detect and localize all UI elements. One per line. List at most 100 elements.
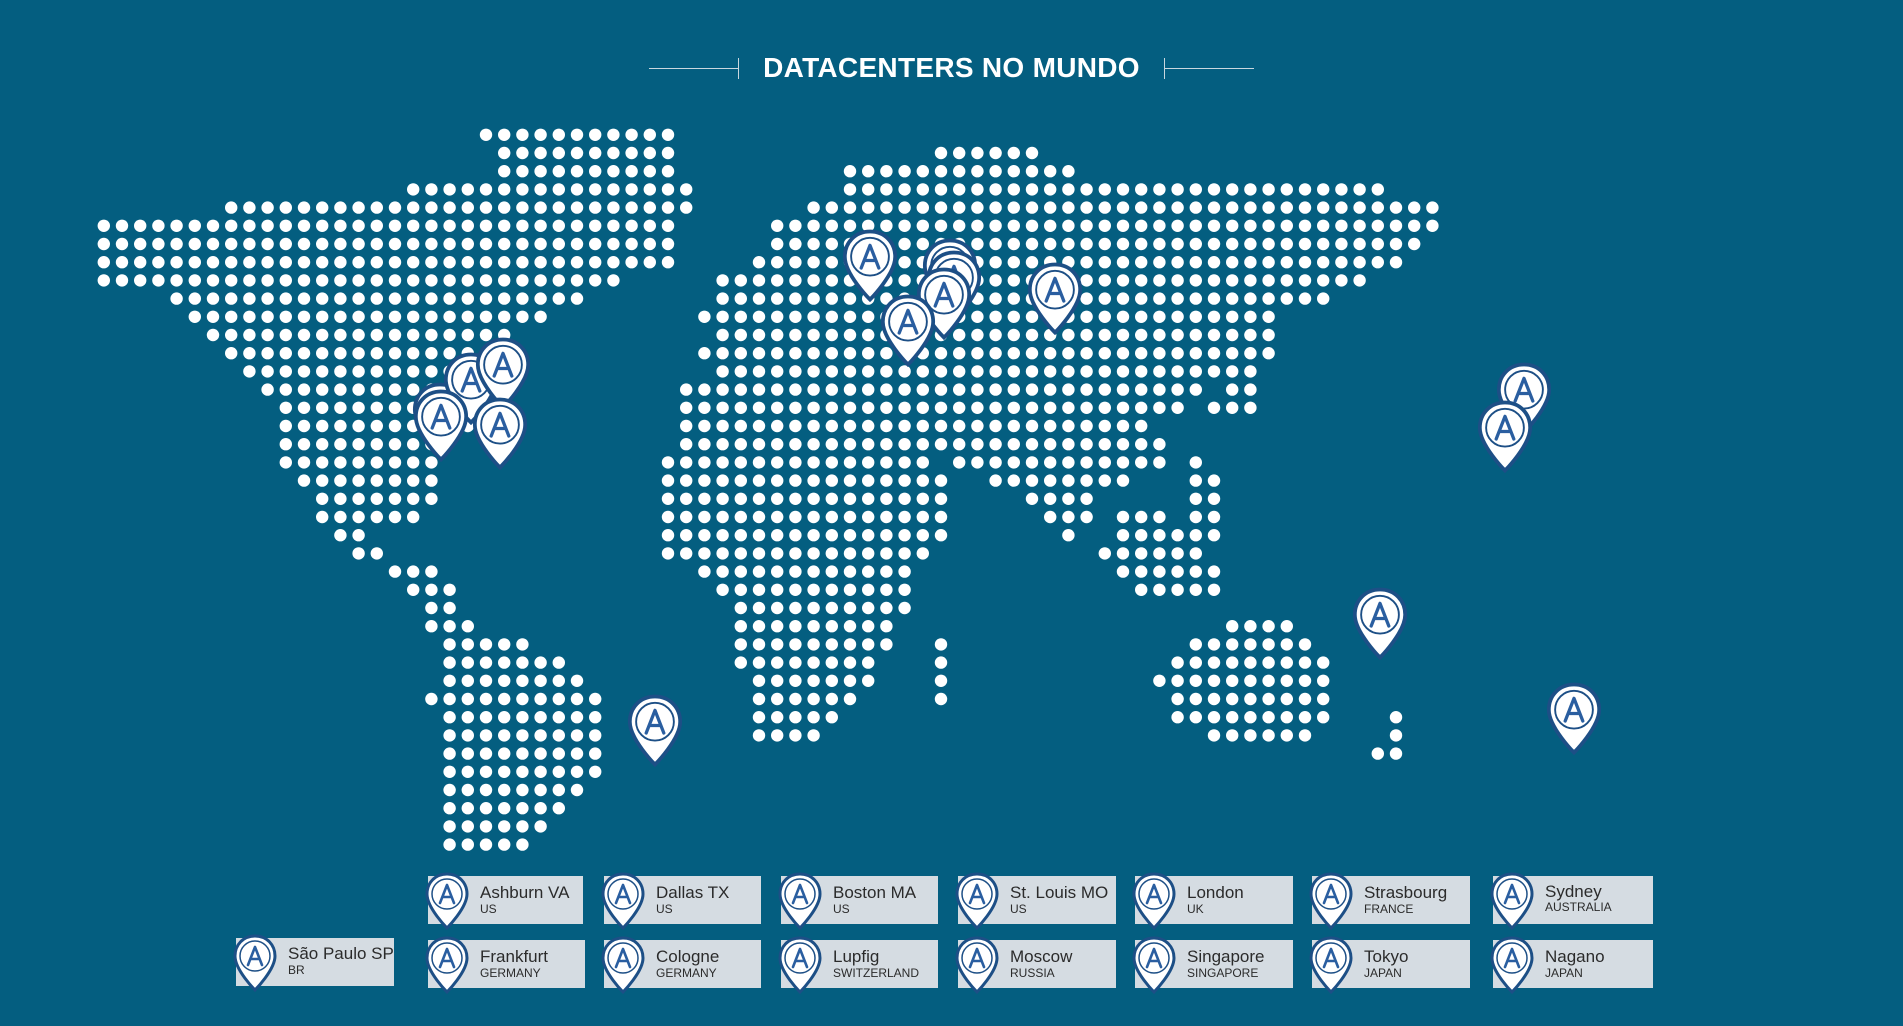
map-dot bbox=[352, 529, 365, 542]
map-dot bbox=[1389, 201, 1403, 214]
map-dot bbox=[1135, 565, 1148, 578]
map-dot bbox=[534, 674, 547, 687]
legend-item-lupfig[interactable]: Lupfig SWITZERLAND bbox=[778, 936, 938, 994]
datacenter-pin-icon[interactable] bbox=[627, 694, 683, 767]
map-dot bbox=[989, 365, 1002, 378]
map-dot bbox=[1098, 547, 1112, 560]
map-dot bbox=[225, 328, 238, 342]
map-dot bbox=[843, 474, 857, 487]
legend-item-sao-paulo[interactable]: São Paulo SP BR bbox=[233, 934, 394, 992]
map-dot bbox=[734, 347, 747, 360]
map-dot bbox=[880, 638, 893, 651]
legend-item-strasbourg[interactable]: Strasbourg FRANCE bbox=[1309, 872, 1470, 930]
map-dot bbox=[352, 510, 365, 524]
datacenter-pin-icon[interactable] bbox=[1496, 362, 1552, 435]
legend-item-st-louis[interactable]: St. Louis MO US bbox=[955, 872, 1116, 930]
legend-item-london[interactable]: London UK bbox=[1132, 872, 1293, 930]
map-dot bbox=[1007, 310, 1020, 323]
datacenter-pin-icon[interactable] bbox=[842, 229, 898, 302]
datacenter-pin-icon[interactable] bbox=[413, 389, 469, 462]
map-dot bbox=[898, 256, 911, 269]
map-dot bbox=[1062, 529, 1075, 542]
map-dot bbox=[479, 674, 493, 687]
map-dot bbox=[1298, 729, 1312, 742]
map-dot bbox=[134, 274, 147, 287]
legend-item-frankfurt[interactable]: Frankfurt GERMANY bbox=[425, 936, 585, 994]
map-dot bbox=[1335, 183, 1348, 196]
map-dot bbox=[498, 201, 511, 214]
map-dot bbox=[1207, 347, 1221, 360]
map-dot bbox=[425, 565, 438, 578]
map-dot bbox=[370, 438, 383, 451]
datacenter-pin-icon[interactable] bbox=[880, 294, 936, 367]
map-dot bbox=[789, 347, 802, 360]
map-dot bbox=[479, 656, 493, 669]
legend-item-cologne[interactable]: Cologne GERMANY bbox=[601, 936, 761, 994]
map-dot bbox=[1062, 383, 1075, 396]
legend-item-sydney[interactable]: Sydney AUSTRALIA bbox=[1490, 872, 1653, 930]
map-dot bbox=[989, 183, 1002, 196]
map-dot bbox=[297, 292, 311, 305]
map-dot bbox=[570, 219, 584, 232]
map-dot bbox=[1171, 383, 1184, 396]
map-dot bbox=[316, 419, 329, 433]
datacenter-pin-icon[interactable] bbox=[1477, 400, 1533, 473]
map-dot bbox=[261, 365, 274, 378]
map-dot bbox=[789, 656, 802, 669]
map-dot bbox=[170, 274, 183, 287]
map-dot bbox=[589, 711, 602, 724]
pin-icon bbox=[1490, 872, 1534, 930]
map-dot bbox=[534, 183, 547, 196]
map-dot bbox=[716, 347, 729, 360]
map-dot bbox=[771, 256, 784, 269]
map-dot bbox=[1262, 237, 1275, 251]
map-dot bbox=[461, 747, 474, 760]
map-dot bbox=[1298, 219, 1312, 232]
map-dot bbox=[934, 692, 948, 706]
legend-item-boston[interactable]: Boston MA US bbox=[778, 872, 938, 930]
map-dot bbox=[334, 201, 347, 214]
legend-item-nagano[interactable]: Nagano JAPAN bbox=[1490, 936, 1653, 994]
map-dot bbox=[843, 383, 857, 396]
map-dot bbox=[1226, 256, 1239, 269]
map-dot bbox=[534, 729, 547, 742]
map-dot bbox=[352, 256, 365, 269]
map-dot bbox=[1098, 365, 1112, 378]
map-dot bbox=[1098, 347, 1112, 360]
map-dot bbox=[1226, 711, 1239, 724]
map-dot bbox=[880, 419, 893, 433]
map-dot bbox=[716, 456, 729, 469]
map-dot bbox=[370, 219, 383, 232]
map-dot bbox=[789, 547, 802, 560]
map-dot bbox=[516, 165, 529, 178]
datacenter-pin-icon[interactable] bbox=[472, 397, 528, 470]
map-dot bbox=[734, 456, 747, 469]
map-dot bbox=[297, 237, 311, 251]
map-dot bbox=[843, 438, 857, 451]
legend-city: Nagano bbox=[1545, 947, 1605, 966]
datacenter-pin-icon[interactable] bbox=[475, 337, 531, 410]
map-dot bbox=[1025, 474, 1039, 487]
datacenter-pin-icon[interactable] bbox=[1027, 262, 1083, 335]
map-dot bbox=[534, 256, 547, 269]
map-dot bbox=[734, 401, 747, 414]
legend-item-ashburn[interactable]: Ashburn VA US bbox=[425, 872, 583, 930]
map-dot bbox=[1153, 292, 1166, 305]
map-dot bbox=[1062, 419, 1075, 433]
legend-city: Dallas TX bbox=[656, 883, 730, 902]
map-dot bbox=[498, 219, 511, 232]
map-dot bbox=[479, 692, 493, 706]
map-dot bbox=[388, 219, 402, 232]
map-dot bbox=[425, 201, 438, 214]
legend-item-singapore[interactable]: Singapore SINGAPORE bbox=[1132, 936, 1293, 994]
map-dot bbox=[862, 674, 875, 687]
map-dot bbox=[479, 747, 493, 760]
map-dot bbox=[789, 692, 802, 706]
legend-item-moscow[interactable]: Moscow RUSSIA bbox=[955, 936, 1116, 994]
datacenter-pin-icon[interactable] bbox=[1546, 682, 1602, 755]
map-dot bbox=[862, 401, 875, 414]
legend-item-tokyo[interactable]: Tokyo JAPAN bbox=[1309, 936, 1470, 994]
legend-item-dallas[interactable]: Dallas TX US bbox=[601, 872, 761, 930]
datacenter-pin-icon[interactable] bbox=[1352, 587, 1408, 660]
map-dot bbox=[843, 165, 857, 178]
